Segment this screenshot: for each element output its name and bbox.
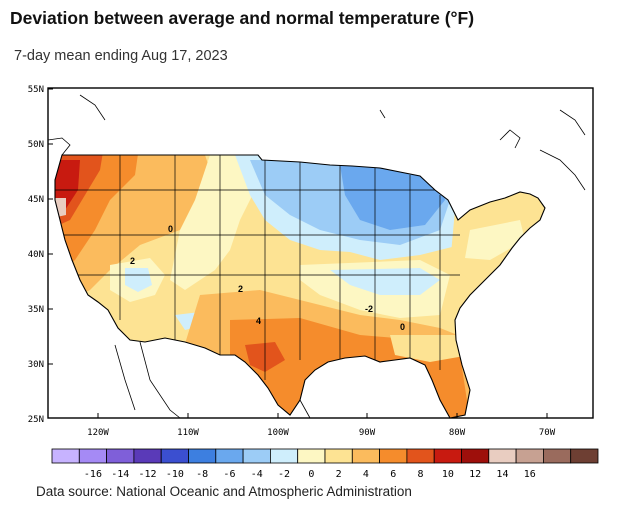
legend-swatch <box>351 448 380 464</box>
latitude-label: 25N <box>28 415 44 425</box>
legend-swatch <box>160 448 189 464</box>
legend-label: -14 <box>111 469 129 480</box>
contour-label: 2 <box>238 284 243 294</box>
legend-label: -8 <box>196 469 208 480</box>
latitude-label: 45N <box>28 195 44 205</box>
contour-label: 4 <box>256 316 261 326</box>
legend-swatch <box>406 448 435 464</box>
legend-swatch <box>433 448 462 464</box>
latitude-label: 55N <box>28 85 44 95</box>
legend-label: 2 <box>336 469 342 480</box>
legend-swatch <box>133 448 162 464</box>
latitude-label: 50N <box>28 140 44 150</box>
legend-swatch <box>78 448 108 464</box>
longitude-label: 100W <box>267 428 289 438</box>
legend-label: -2 <box>278 469 290 480</box>
temperature-map: 0 2 2 4 -2 0 55N 50N 45N 40N 35N 30N 25N <box>0 80 632 440</box>
legend-label: 14 <box>496 469 508 480</box>
data-source: Data source: National Oceanic and Atmosp… <box>36 484 412 499</box>
legend-label: 10 <box>442 469 454 480</box>
legend-swatch <box>51 448 80 464</box>
legend-swatch <box>324 448 353 464</box>
legend-label: 16 <box>524 469 536 480</box>
latitude-label: 30N <box>28 360 44 370</box>
legend-label: -16 <box>84 469 102 480</box>
page-subtitle: 7-day mean ending Aug 17, 2023 <box>14 48 228 64</box>
legend-svg: -16 -14 -12 -10 -8 -6 -4 -2 0 2 4 6 8 10 12 14 16 <box>51 448 599 480</box>
longitude-label: 80W <box>449 428 466 438</box>
legend-swatch <box>269 448 299 464</box>
legend-label: 4 <box>363 469 369 480</box>
legend-swatch <box>488 448 517 464</box>
legend-swatch <box>242 448 271 464</box>
legend-swatch <box>461 448 490 464</box>
latitude-label: 40N <box>28 250 44 260</box>
legend-swatch <box>379 448 408 464</box>
state-boundaries <box>55 155 470 380</box>
contour-label: -2 <box>365 304 373 314</box>
longitude-label: 120W <box>87 428 109 438</box>
coastlines <box>47 94 586 419</box>
legend-label: -6 <box>223 469 235 480</box>
contour-label: 0 <box>168 224 173 234</box>
page-title: Deviation between average and normal tem… <box>10 8 475 28</box>
legend-swatch <box>515 448 544 464</box>
legend-swatch <box>106 448 135 464</box>
legend-swatch <box>570 448 599 464</box>
legend-label: -4 <box>251 469 263 480</box>
legend-label: 0 <box>308 469 314 480</box>
legend-swatch <box>188 448 217 464</box>
contour-label: 0 <box>400 322 405 332</box>
legend-label: -10 <box>166 469 184 480</box>
longitude-label: 90W <box>359 428 376 438</box>
legend-swatch <box>215 448 244 464</box>
legend-label: -12 <box>139 469 157 480</box>
map-svg: 0 2 2 4 -2 0 55N 50N 45N 40N 35N 30N 25N <box>28 85 594 438</box>
legend-swatch <box>297 448 326 464</box>
color-legend: -16 -14 -12 -10 -8 -6 -4 -2 0 2 4 6 8 10 12 14 16 <box>0 445 632 485</box>
legend-label: 12 <box>469 469 481 480</box>
latitude-label: 35N <box>28 305 44 315</box>
longitude-label: 70W <box>539 428 556 438</box>
legend-swatch <box>543 448 572 464</box>
legend-label: 8 <box>418 469 424 480</box>
longitude-label: 110W <box>177 428 199 438</box>
legend-label: 6 <box>390 469 396 480</box>
contour-label: 2 <box>130 256 135 266</box>
